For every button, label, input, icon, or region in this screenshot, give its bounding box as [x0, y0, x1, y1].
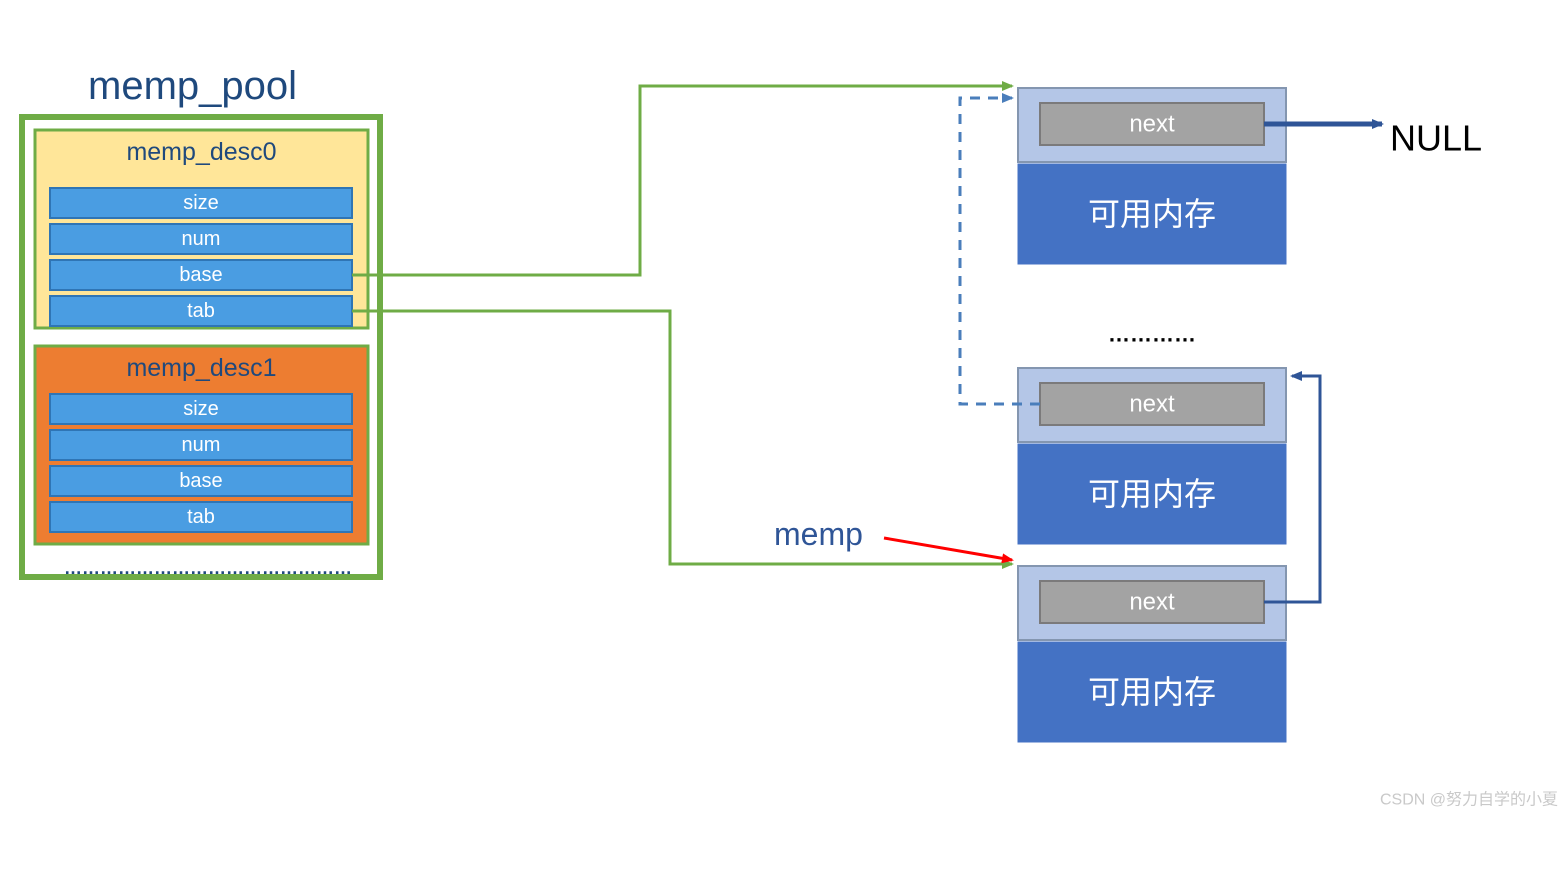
desc1-field-label-size: size: [183, 398, 219, 420]
arrow-memp: [884, 538, 1012, 560]
desc1-field-label-num: num: [182, 434, 221, 456]
null-label: NULL: [1390, 118, 1482, 159]
memp-desc1-title: memp_desc1: [126, 354, 276, 382]
desc0-field-label-tab: tab: [187, 300, 215, 322]
desc1-field-label-tab: tab: [187, 506, 215, 528]
block2-next-label: next: [1129, 391, 1175, 418]
watermark: CSDN @努力自学的小夏: [1380, 791, 1558, 809]
desc0-field-label-num: num: [182, 228, 221, 250]
desc0-field-label-size: size: [183, 192, 219, 214]
memp-desc0-title: memp_desc0: [126, 138, 276, 166]
dots-between-blocks: …………: [1108, 322, 1196, 347]
block2-mem-label: 可用内存: [1088, 476, 1216, 512]
arrow-tab-to-block3: [352, 311, 1012, 564]
block3-mem-label: 可用内存: [1088, 674, 1216, 710]
diagram-canvas: memp_pool memp_desc0size num base tab memp_de…: [0, 0, 1563, 870]
block3-next-label: next: [1129, 589, 1175, 616]
arrow-base-to-block1: [352, 86, 1012, 275]
pool-dots: …………………………………………: [64, 558, 352, 578]
desc0-field-label-base: base: [179, 264, 222, 286]
memp-label: memp: [774, 516, 863, 552]
block1-mem-label: 可用内存: [1088, 196, 1216, 232]
block1-next-label: next: [1129, 111, 1175, 138]
desc1-field-label-base: base: [179, 470, 222, 492]
pool-title: memp_pool: [88, 64, 297, 108]
